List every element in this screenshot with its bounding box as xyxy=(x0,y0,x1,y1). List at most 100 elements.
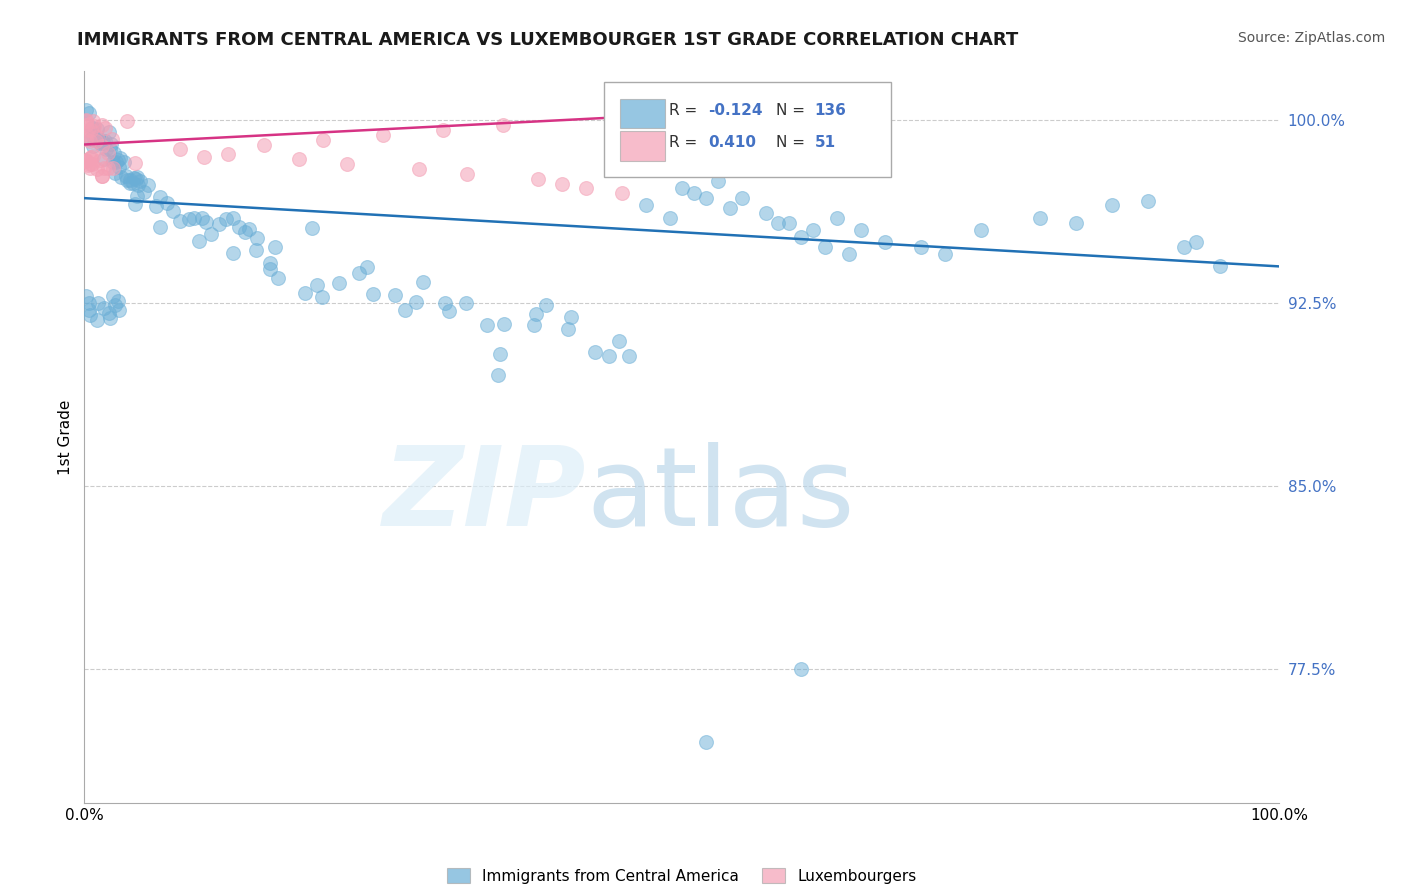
Point xyxy=(86,129,108,144)
Point xyxy=(117,173,139,187)
Point xyxy=(373,128,395,142)
Point xyxy=(93,301,115,315)
Point xyxy=(91,136,114,151)
Point xyxy=(183,211,205,225)
Point xyxy=(112,154,135,169)
Point xyxy=(534,298,557,312)
Point xyxy=(695,191,717,205)
Point xyxy=(84,132,107,146)
Point xyxy=(97,161,120,175)
Point xyxy=(169,214,191,228)
Point xyxy=(612,186,634,201)
Point xyxy=(394,302,416,317)
Text: -0.124: -0.124 xyxy=(709,103,762,118)
FancyBboxPatch shape xyxy=(620,99,665,128)
Point xyxy=(110,170,132,185)
Point xyxy=(222,211,245,226)
Point xyxy=(1066,215,1088,229)
Point xyxy=(259,261,281,276)
Point xyxy=(77,106,100,120)
Point xyxy=(814,240,837,254)
Point xyxy=(288,152,311,166)
Point xyxy=(110,152,132,166)
Point xyxy=(695,735,717,749)
FancyBboxPatch shape xyxy=(620,131,665,161)
Text: atlas: atlas xyxy=(586,442,855,549)
Point xyxy=(179,212,201,227)
Point xyxy=(432,123,454,137)
Point xyxy=(84,134,107,148)
Point xyxy=(115,169,138,183)
Point xyxy=(488,347,510,361)
Point xyxy=(790,230,813,244)
Point xyxy=(156,195,179,210)
Point xyxy=(301,220,323,235)
Point xyxy=(294,285,316,300)
Point xyxy=(89,136,111,150)
Point xyxy=(169,142,191,156)
Point xyxy=(875,235,897,249)
Point xyxy=(659,211,682,225)
Point xyxy=(619,350,641,364)
Point xyxy=(75,103,97,117)
Point xyxy=(598,349,620,363)
Point xyxy=(83,120,105,134)
Point xyxy=(108,303,131,318)
Point xyxy=(551,177,574,191)
Point xyxy=(80,121,103,136)
Point xyxy=(492,317,515,331)
Point xyxy=(82,157,104,171)
Point xyxy=(524,307,547,321)
Point xyxy=(103,145,125,160)
Point xyxy=(162,203,184,218)
Point xyxy=(217,147,239,161)
Point xyxy=(91,135,114,149)
Point xyxy=(910,240,932,254)
Point xyxy=(97,145,120,160)
Point xyxy=(138,178,160,192)
Point xyxy=(238,222,260,236)
Text: 136: 136 xyxy=(814,103,846,118)
Point xyxy=(80,123,103,137)
Point xyxy=(560,310,582,324)
Point xyxy=(194,215,217,229)
Point xyxy=(790,662,813,676)
Text: 0.410: 0.410 xyxy=(709,135,756,150)
Text: R =: R = xyxy=(669,135,702,150)
Point xyxy=(77,123,100,137)
Point xyxy=(636,198,658,212)
Legend: Immigrants from Central America, Luxembourgers: Immigrants from Central America, Luxembo… xyxy=(441,862,922,890)
Point xyxy=(347,266,370,280)
Point xyxy=(127,178,149,192)
Point xyxy=(87,296,110,310)
Point xyxy=(79,303,101,318)
Point xyxy=(86,132,108,146)
Point xyxy=(356,260,378,274)
Point xyxy=(94,120,117,135)
Point xyxy=(683,186,706,201)
Point xyxy=(263,240,285,254)
Point xyxy=(115,113,138,128)
Point xyxy=(118,172,141,186)
Text: IMMIGRANTS FROM CENTRAL AMERICA VS LUXEMBOURGER 1ST GRADE CORRELATION CHART: IMMIGRANTS FROM CENTRAL AMERICA VS LUXEM… xyxy=(77,31,1018,49)
Point xyxy=(79,150,101,164)
Point xyxy=(97,306,120,320)
Point xyxy=(527,171,550,186)
Point xyxy=(488,368,510,383)
Point xyxy=(79,157,101,171)
Point xyxy=(75,154,97,169)
Point xyxy=(193,150,215,164)
Point xyxy=(492,118,515,132)
Point xyxy=(86,122,108,136)
Point xyxy=(75,118,97,132)
Text: R =: R = xyxy=(669,103,702,118)
Point xyxy=(246,230,269,244)
Point xyxy=(100,132,122,146)
Point xyxy=(75,132,97,146)
Point xyxy=(412,276,434,290)
Point xyxy=(82,114,104,128)
Point xyxy=(245,243,267,257)
Point xyxy=(108,160,131,174)
Point xyxy=(120,176,142,190)
Point xyxy=(149,219,172,234)
